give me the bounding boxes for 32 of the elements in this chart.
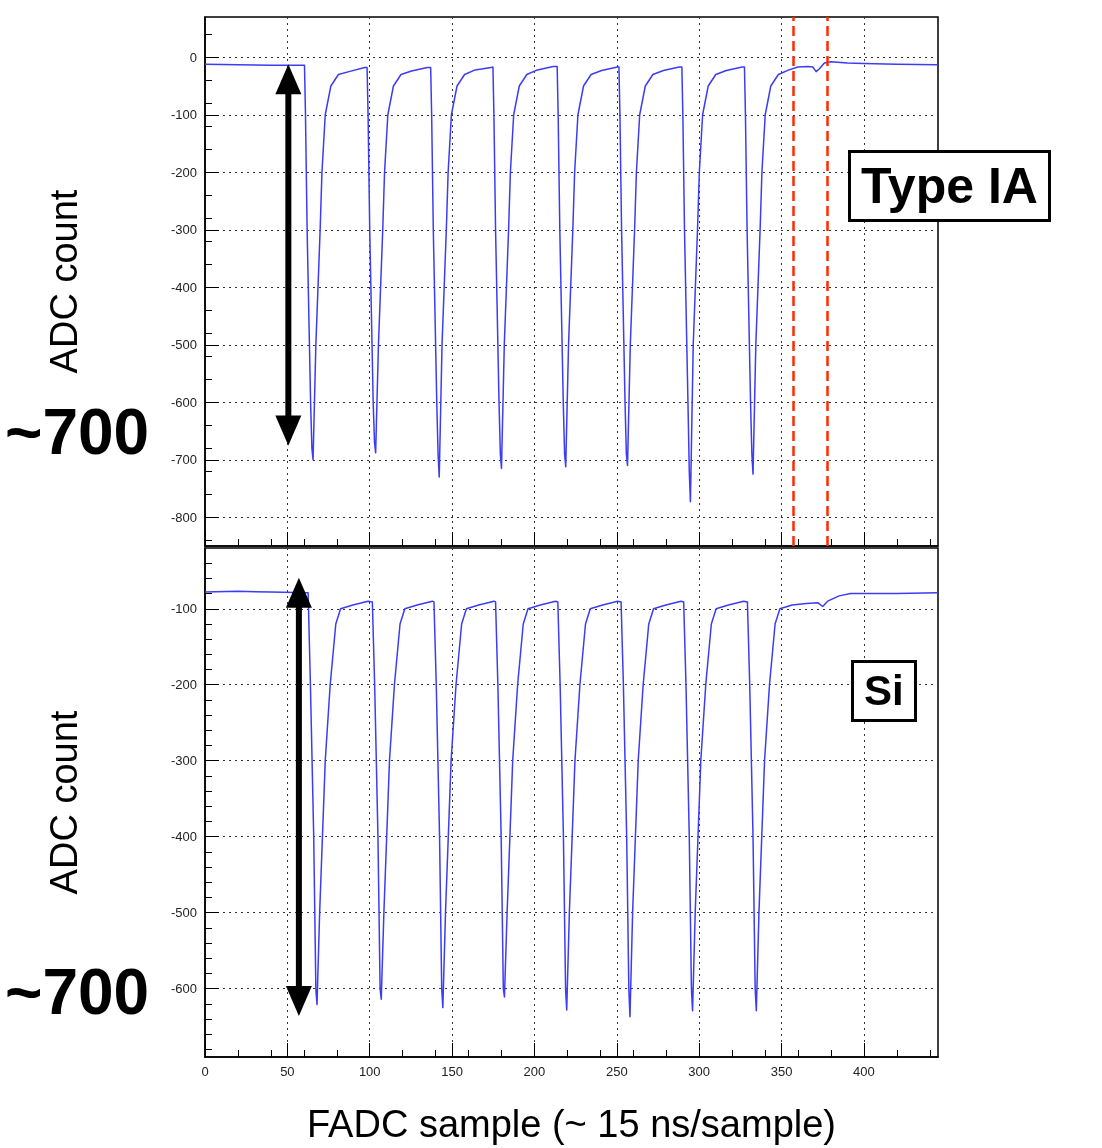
y-tick-label: -500 bbox=[170, 337, 197, 353]
y-tick-label: -500 bbox=[170, 905, 197, 921]
x-tick-label: 0 bbox=[201, 1064, 209, 1079]
y-tick-label: 0 bbox=[189, 49, 197, 65]
annotation: Si bbox=[851, 660, 917, 722]
y-tick-label: -700 bbox=[170, 452, 197, 468]
y-tick-label: -400 bbox=[170, 279, 197, 295]
y-tick-label: -200 bbox=[170, 164, 197, 180]
y-tick-label: -200 bbox=[170, 677, 197, 693]
y-tick-label: -300 bbox=[170, 222, 197, 238]
text: ~700 bbox=[5, 395, 150, 469]
x-tick-label: 50 bbox=[280, 1064, 295, 1079]
line-series bbox=[204, 590, 939, 1018]
x-tick-label: 100 bbox=[358, 1064, 381, 1079]
x-axis-title: FADC sample (~ 15 ns/sample) bbox=[306, 1103, 837, 1145]
y-tick-label: -600 bbox=[170, 981, 197, 997]
annotation: Type IA bbox=[848, 150, 1051, 222]
x-tick-label: 300 bbox=[688, 1064, 711, 1079]
y-axis-title: ADC count bbox=[43, 710, 85, 895]
x-tick-label: 250 bbox=[605, 1064, 628, 1079]
x-tick-label: 200 bbox=[523, 1064, 546, 1079]
x-tick-label: 400 bbox=[853, 1064, 875, 1079]
y-tick-label: -300 bbox=[170, 753, 197, 769]
y-tick-label: -600 bbox=[170, 394, 197, 410]
y-axis-title: ADC count bbox=[43, 189, 85, 374]
x-tick-label: 150 bbox=[441, 1064, 463, 1079]
y-tick-label: -400 bbox=[170, 829, 197, 845]
y-tick-label: -100 bbox=[170, 107, 197, 123]
x-tick-label: 350 bbox=[770, 1064, 793, 1079]
text: ~700 bbox=[5, 955, 150, 1029]
y-tick-label: -100 bbox=[170, 601, 197, 617]
y-tick-label: -800 bbox=[170, 509, 197, 525]
